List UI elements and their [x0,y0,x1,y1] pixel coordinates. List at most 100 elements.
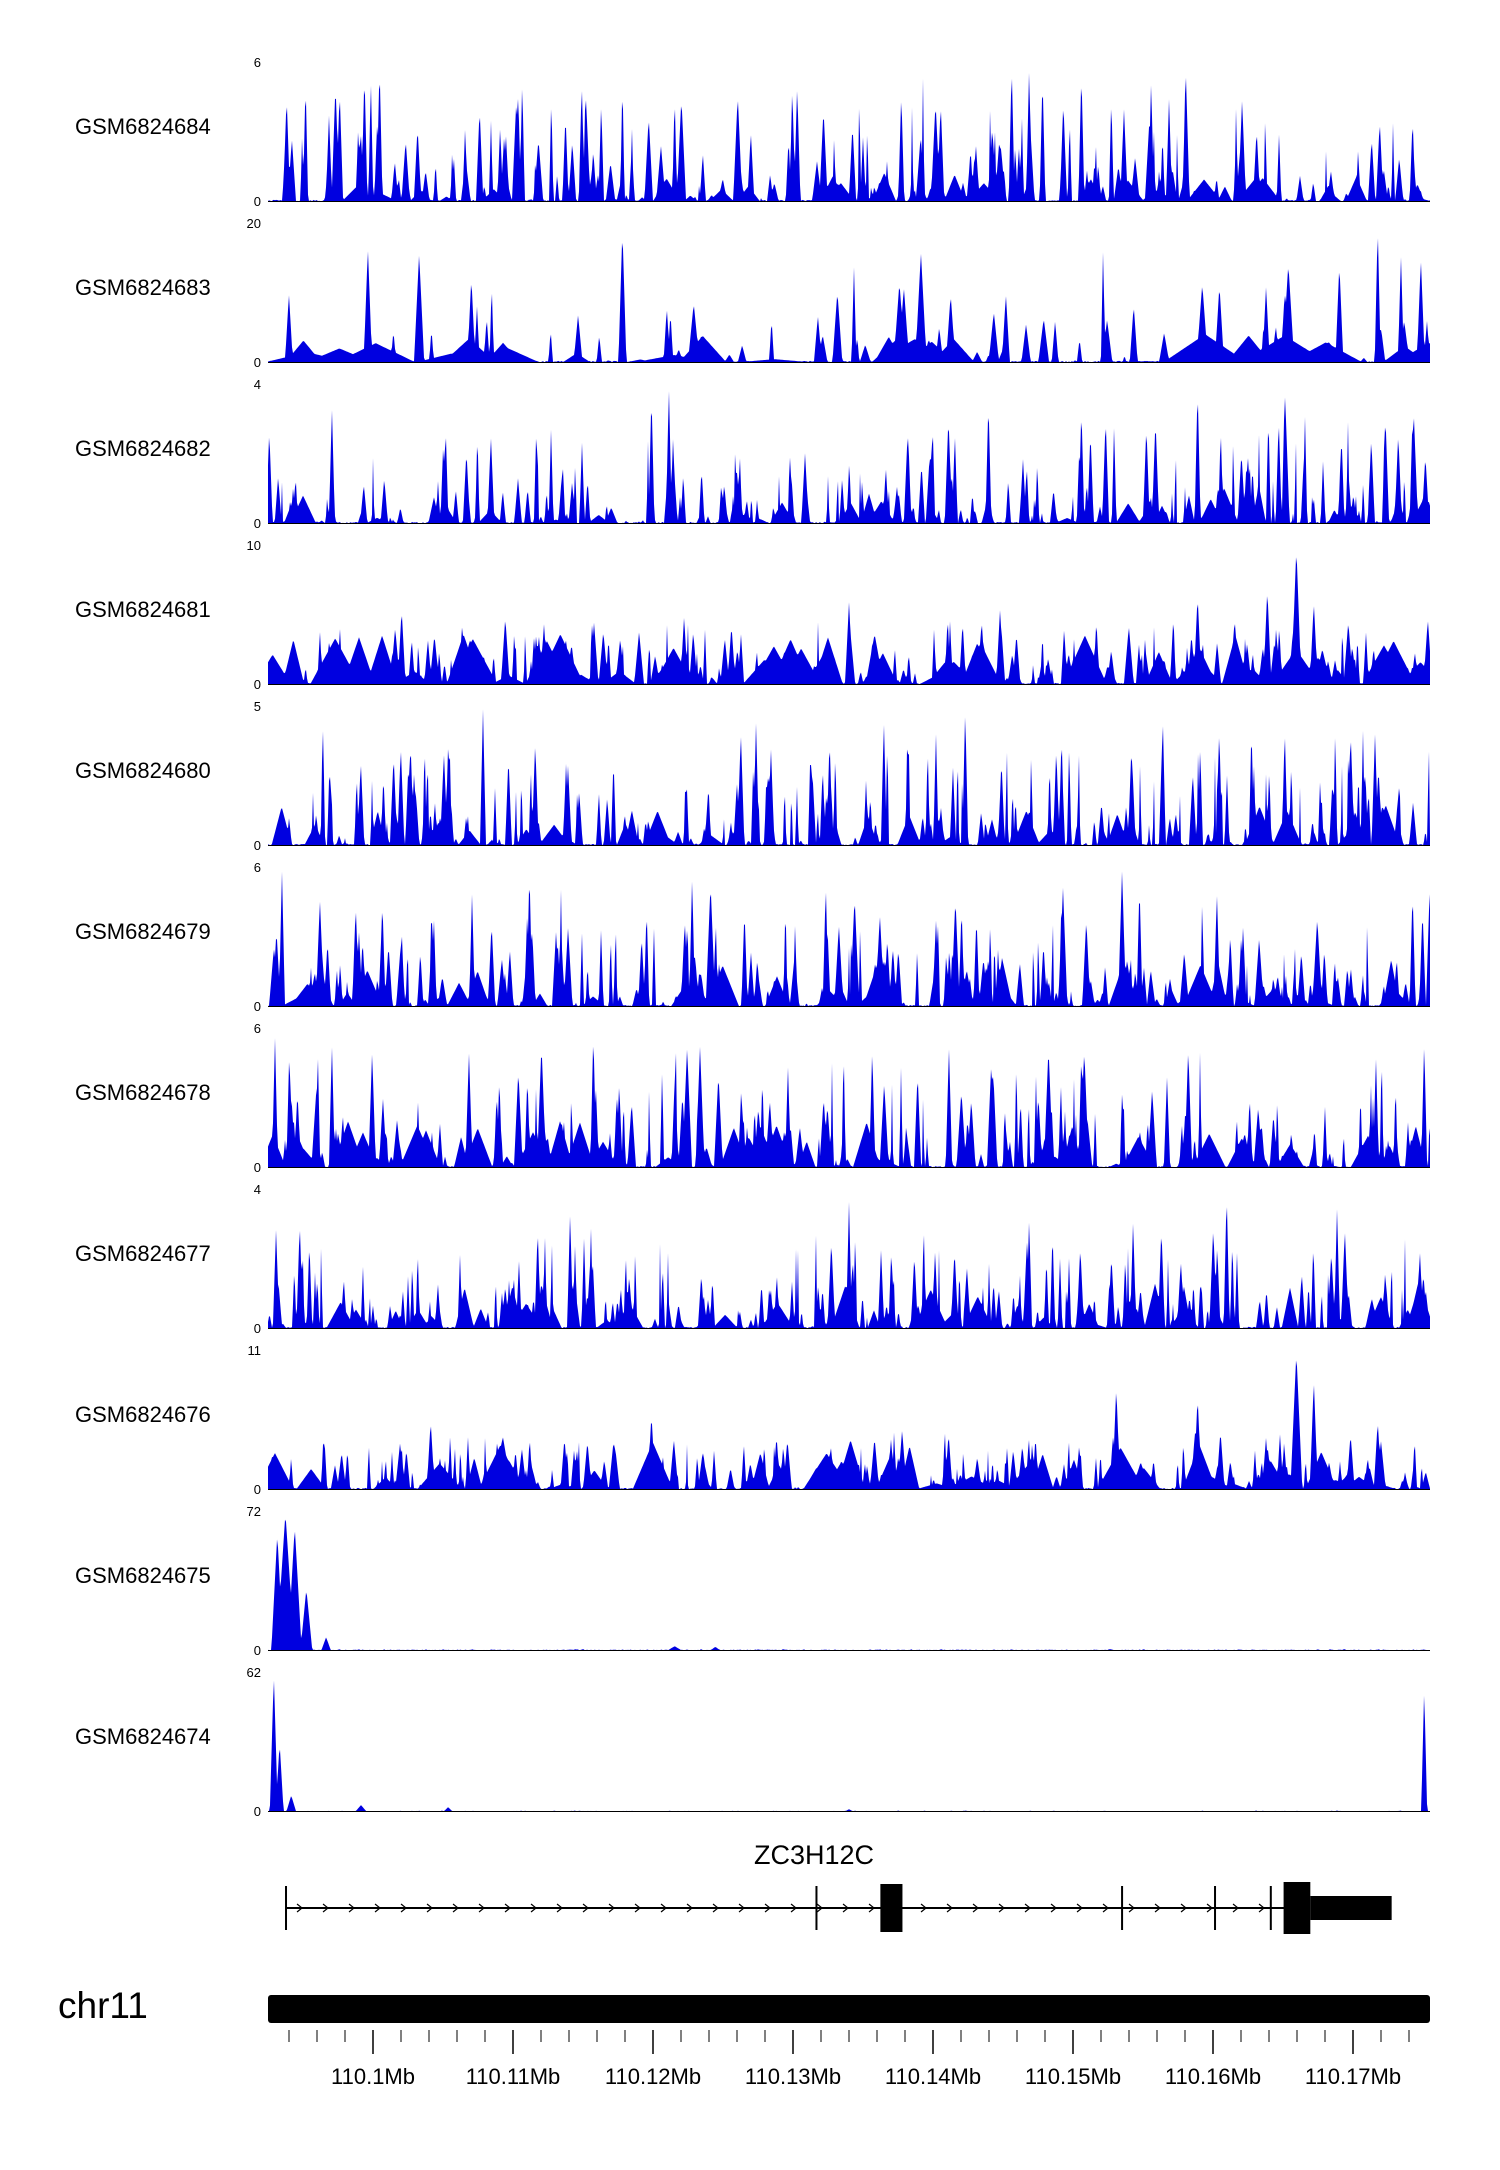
strand-arrow-icon [1258,1903,1265,1913]
track-yzero-label: 0 [253,1804,261,1819]
track-row: GSM6824674 62 0 [0,1656,1500,1818]
strand-arrow-icon [556,1903,563,1913]
track-row: GSM6824680 5 0 [0,690,1500,852]
track-yzero-label: 0 [253,1643,261,1658]
track-yzero-label: 0 [253,838,261,853]
track-label: GSM6824676 [75,1401,211,1427]
axis-label: 110.11Mb [465,2064,561,2089]
coverage-area [268,709,1430,846]
track-ymax-label: 4 [253,377,261,392]
exon-box [1283,1882,1311,1934]
track-label: GSM6824677 [75,1240,211,1266]
exon-box [880,1884,903,1932]
strand-arrow-icon [1206,1903,1213,1913]
axis-label: 110.15Mb [1024,2064,1122,2089]
strand-arrow-icon [972,1903,979,1913]
strand-arrow-icon [790,1903,797,1913]
exon-tick [285,1886,288,1930]
strand-arrow-icon [946,1903,953,1913]
strand-arrow-icon [608,1903,615,1913]
strand-arrow-icon [530,1903,537,1913]
track-plot: 10 0 [247,539,1430,691]
track-area-chart [268,871,1430,1007]
exon-tick [1214,1886,1217,1930]
axis-label: 110.14Mb [884,2064,982,2089]
chromosome-bar [268,1995,1430,2023]
track-plot: 4 0 [254,378,1430,530]
strand-arrow-icon [478,1903,485,1913]
strand-arrow-icon [738,1903,745,1913]
exon-tick [1121,1886,1124,1930]
track-row: GSM6824675 72 0 [0,1495,1500,1657]
strand-arrow-icon [868,1903,875,1913]
track-ymax-label: 6 [253,55,261,70]
track-plot: 6 0 [254,56,1430,208]
chromosome-label: chr11 [58,1985,148,2026]
strand-arrow-icon [1128,1903,1135,1913]
coverage-area [268,1680,1430,1812]
track-row: GSM6824679 6 0 [0,851,1500,1013]
track-area-chart [268,1519,1430,1651]
track-area-chart [268,73,1430,202]
axis-label: 110.12Mb [604,2064,702,2089]
track-label: GSM6824680 [75,757,211,783]
coverage-area [268,73,1430,202]
track-area-chart [268,1038,1430,1168]
track-plot: 4 0 [254,1183,1430,1335]
strand-arrow-icon [764,1903,771,1913]
strand-arrow-icon [1024,1903,1031,1913]
strand-arrow-icon [582,1903,589,1913]
axis-label: 110.16Mb [1164,2064,1262,2089]
strand-arrow-icon [1180,1903,1187,1913]
strand-arrow-icon [1102,1903,1109,1913]
strand-arrow-icon [712,1903,719,1913]
coverage-area [268,1519,1430,1651]
track-yzero-label: 0 [253,677,261,692]
coverage-area [268,1202,1430,1329]
track-label: GSM6824679 [75,918,211,944]
track-row: GSM6824682 4 0 [0,368,1500,530]
utr-bar [1310,1896,1392,1920]
track-ymax-label: 6 [253,1021,261,1036]
track-area-chart [268,557,1430,685]
track-plot: 6 0 [254,1022,1430,1174]
track-plot: 5 0 [254,700,1430,852]
genomic-ruler: 110.1Mb 110.11Mb 110.12Mb 110.13Mb 110.14Mb 1… [268,2030,1430,2120]
track-plot: 11 0 [248,1344,1430,1496]
track-label: GSM6824681 [75,596,211,622]
track-row: GSM6824681 10 0 [0,529,1500,691]
track-ymax-label: 5 [253,699,261,714]
strand-arrow-icon [920,1903,927,1913]
axis-label: 110.1Mb [331,2064,415,2089]
track-plot: 20 0 [247,217,1430,369]
track-area-chart [268,1202,1430,1329]
strand-arrow-icon [1232,1903,1239,1913]
track-area-chart [268,1680,1430,1812]
strand-arrow-icon [348,1903,355,1913]
track-yzero-label: 0 [253,1160,261,1175]
strand-arrow-icon [374,1903,381,1913]
coverage-area [268,871,1430,1007]
coverage-area [268,1038,1430,1168]
gene-title: ZC3H12C [753,1840,875,1870]
strand-arrow-icon [426,1903,433,1913]
exon-tick [815,1886,818,1930]
track-yzero-label: 0 [253,1482,261,1497]
strand-arrow-icon [296,1903,303,1913]
track-ymax-label: 4 [253,1182,261,1197]
track-row: GSM6824676 11 0 [0,1334,1500,1496]
track-plot: 72 0 [247,1505,1430,1657]
strand-arrow-icon [816,1903,823,1913]
strand-arrow-icon [1050,1903,1057,1913]
axis-label: 110.13Mb [744,2064,842,2089]
strand-arrow-icon [842,1903,849,1913]
strand-arrow-icon [686,1903,693,1913]
track-plot: 62 0 [247,1666,1430,1818]
track-area-chart [268,238,1430,363]
ruler-ticks [288,2030,1410,2054]
track-area-chart [268,391,1430,524]
track-area-chart [268,709,1430,846]
track-ymax-label: 72 [246,1504,261,1519]
strand-arrow-icon [504,1903,511,1913]
track-label: GSM6824678 [75,1079,211,1105]
